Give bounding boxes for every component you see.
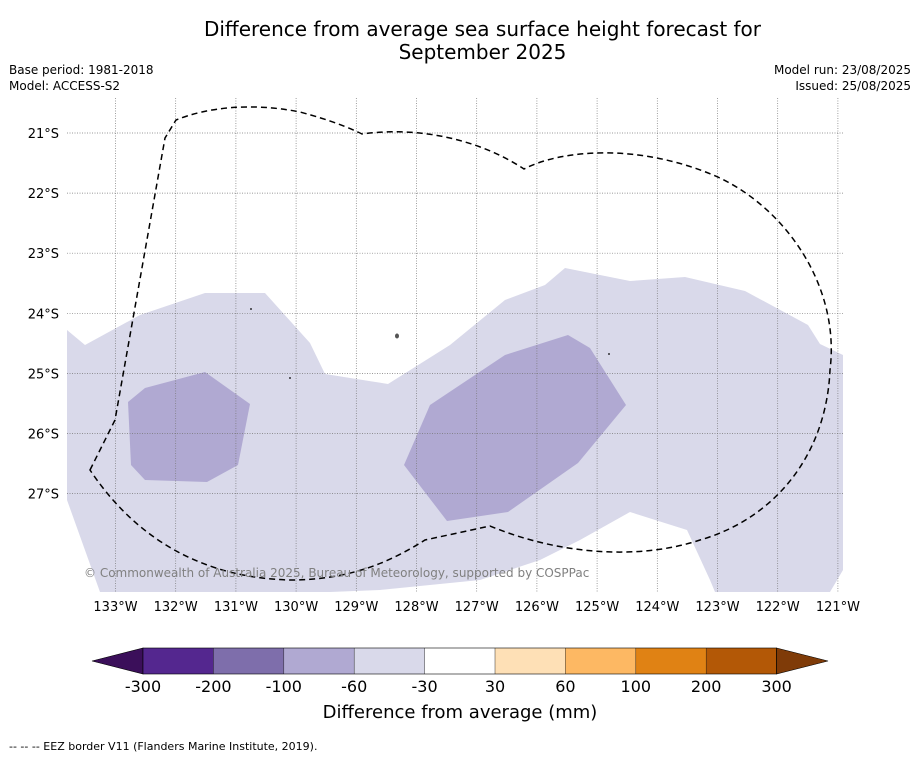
latitude-labels: 21°S 22°S 23°S 24°S 25°S 26°S 27°S [28, 127, 59, 503]
longitude-label: 127°W [455, 600, 499, 615]
latitude-label: 21°S [28, 127, 59, 142]
colorbar-segment [706, 648, 777, 674]
copyright-notice: © Commonwealth of Australia 2025, Bureau… [84, 566, 589, 580]
meta-right: Model run: 23/08/2025 Issued: 25/08/2025 [774, 62, 911, 94]
longitude-label: 125°W [575, 600, 619, 615]
colorbar-segment [213, 648, 284, 674]
longitude-label: 121°W [816, 600, 860, 615]
colorbar-tick-label: -30 [411, 677, 438, 696]
colorbar-tick-label: -100 [265, 677, 302, 696]
latitude-label: 24°S [28, 307, 59, 322]
longitude-label: 124°W [635, 600, 679, 615]
title-line-1: Difference from average sea surface heig… [203, 17, 762, 41]
longitude-label: 123°W [695, 600, 739, 615]
longitude-label: 126°W [515, 600, 559, 615]
island-dot [250, 308, 252, 310]
latitude-label: 27°S [28, 488, 59, 503]
model-run: Model run: 23/08/2025 [773, 63, 911, 77]
map-grid [67, 98, 843, 592]
longitude-labels: 133°W 132°W 131°W 130°W 129°W 128°W 127°W 126°W… [93, 600, 860, 615]
colorbar-tick-label: 300 [761, 677, 792, 696]
colorbar-tick-label: 100 [620, 677, 652, 696]
anomaly-region-left [128, 372, 250, 482]
island-dot [395, 333, 399, 339]
title-line-2: September 2025 [398, 40, 567, 64]
anomaly-region-center [404, 335, 626, 521]
longitude-label: 128°W [394, 600, 438, 615]
colorbar-segment [495, 648, 566, 674]
base-period: Base period: 1981-2018 [9, 63, 154, 77]
meta-left: Base period: 1981-2018 Model: ACCESS-S2 [9, 62, 154, 94]
colorbar [91, 647, 829, 675]
longitude-label: 132°W [154, 600, 198, 615]
longitude-label: 129°W [334, 600, 378, 615]
colorbar-tick-label: -60 [341, 677, 368, 696]
island-dot [608, 353, 610, 355]
island-dot [289, 377, 291, 379]
latitude-label: 22°S [28, 187, 59, 202]
longitude-label: 130°W [274, 600, 318, 615]
issued-date: Issued: 25/08/2025 [795, 79, 911, 93]
colorbar-tick-label: 200 [690, 677, 722, 696]
colorbar-frame [142, 647, 777, 675]
colorbar-segment [143, 648, 214, 674]
colorbar-segment [354, 648, 425, 674]
colorbar-segment [283, 648, 355, 674]
colorbar-tick-label: -300 [124, 677, 162, 696]
map-fields [67, 268, 843, 592]
colorbar-tick-label: 30 [484, 677, 506, 696]
longitude-label: 131°W [214, 600, 258, 615]
map-canvas: 21°S22°S23°S24°S25°S26°S27°S 133°W 132°W 1… [28, 98, 860, 675]
colorbar-title: Difference from average (mm) [322, 702, 598, 723]
colorbar-segment [635, 648, 707, 674]
model-name: Model: ACCESS-S2 [9, 79, 121, 93]
colorbar-extend-low [91, 647, 144, 675]
colorbar-extend-high [776, 647, 829, 675]
latitude-label: 25°S [28, 367, 59, 382]
colorbar-segment [565, 648, 636, 674]
colorbar-tick-label: 60 [555, 677, 576, 696]
eez-border [89, 106, 832, 581]
longitude-label: 122°W [756, 600, 800, 615]
colorbar-segment [424, 648, 495, 674]
latitude-label: 26°S [28, 428, 59, 443]
longitude-label: 133°W [93, 600, 137, 615]
latitude-label: 23°S [28, 247, 59, 262]
eez-legend-note: -- -- -- EEZ border V11 (Flanders Marine… [9, 740, 318, 753]
chart-title: Difference from average sea surface heig… [150, 18, 815, 64]
colorbar-tick-label: -200 [195, 677, 232, 696]
